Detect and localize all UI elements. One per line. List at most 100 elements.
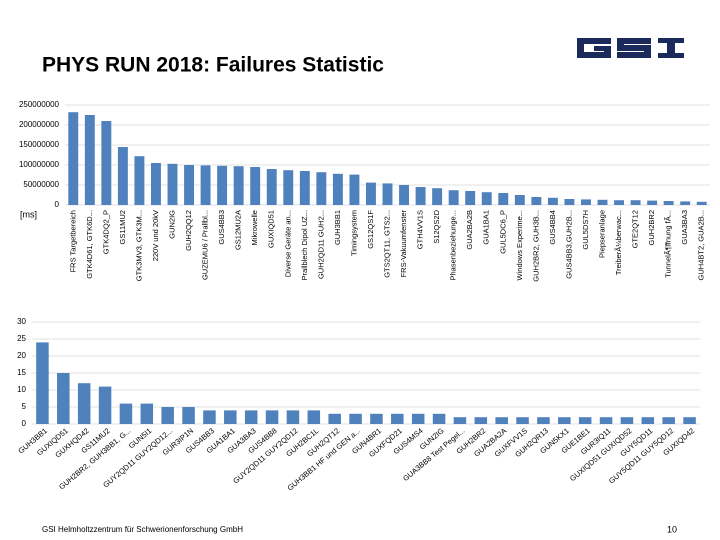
bar bbox=[614, 200, 624, 205]
bar bbox=[217, 165, 228, 205]
bar bbox=[283, 170, 294, 205]
bar bbox=[151, 163, 161, 205]
x-tick-label: GUA3BA3 bbox=[680, 210, 689, 245]
bar bbox=[134, 156, 145, 205]
x-tick-label: GUH2BR2 bbox=[647, 210, 656, 245]
y-tick-label: 30 bbox=[17, 317, 26, 326]
bar bbox=[516, 417, 529, 424]
bar bbox=[182, 407, 195, 424]
y-tick-label: 200000000 bbox=[19, 120, 60, 129]
x-tick-label: GUS4BB4 bbox=[548, 210, 557, 245]
bar bbox=[391, 413, 404, 424]
y-tick-label: 250000000 bbox=[19, 100, 60, 109]
bar bbox=[558, 417, 571, 424]
x-tick-label: GUH2QQ12 bbox=[184, 210, 193, 251]
bar bbox=[620, 417, 634, 424]
bar bbox=[307, 410, 321, 424]
bar bbox=[366, 182, 376, 205]
x-tick-label: GUH4BT2, GUA2B... bbox=[697, 210, 706, 280]
x-tick-label: GS12QS1F bbox=[366, 210, 375, 249]
x-tick-label: GS12MU2A bbox=[234, 210, 243, 250]
bar bbox=[77, 383, 91, 424]
x-tick-label: S12QS2D bbox=[432, 209, 441, 243]
logo bbox=[577, 38, 684, 58]
x-tick-label: GTK4DQ2_P bbox=[101, 210, 110, 254]
bar bbox=[453, 417, 467, 424]
bar bbox=[184, 165, 194, 205]
x-tick-label: GUZEMU6 / Prallbl... bbox=[201, 210, 210, 280]
x-tick-label: Piepseranlage bbox=[597, 210, 606, 258]
bar bbox=[265, 410, 279, 424]
slide-title: PHYS RUN 2018: Failures Statistic bbox=[42, 54, 384, 77]
bar bbox=[415, 187, 426, 205]
x-tick-label: GUH2QD11 GUH2... bbox=[316, 210, 325, 279]
bar bbox=[547, 197, 558, 205]
bar bbox=[349, 174, 360, 205]
bar bbox=[663, 201, 674, 205]
bar bbox=[599, 417, 613, 424]
x-tick-label: GTE2QT12 bbox=[631, 210, 640, 248]
bar bbox=[119, 403, 133, 424]
bar bbox=[117, 147, 128, 205]
bar bbox=[167, 163, 178, 205]
bar bbox=[332, 173, 343, 205]
bar bbox=[203, 410, 216, 424]
x-tick-label: GUL5DS7H bbox=[581, 210, 590, 250]
x-tick-label: GTS2QT11, GTS2... bbox=[382, 210, 391, 278]
x-tick-label: Windows Experime... bbox=[515, 210, 524, 280]
bar bbox=[328, 413, 341, 424]
x-tick-label: GUXIQD51 bbox=[267, 210, 276, 248]
y-tick-label: 5 bbox=[22, 402, 27, 411]
bar bbox=[349, 413, 362, 424]
x-tick-label: Mikrowelle bbox=[250, 210, 259, 245]
bar bbox=[432, 188, 443, 205]
bar bbox=[680, 201, 691, 205]
bar bbox=[696, 201, 707, 205]
bar bbox=[57, 373, 70, 424]
bar bbox=[286, 410, 300, 424]
bar bbox=[578, 417, 592, 424]
bar bbox=[84, 115, 95, 205]
x-tick-label: GUH2BR2, GUH3B... bbox=[531, 210, 540, 282]
bar bbox=[399, 185, 409, 205]
bar bbox=[647, 200, 658, 205]
bar bbox=[448, 190, 459, 205]
y-tick-label: 25 bbox=[17, 334, 26, 343]
bar bbox=[465, 191, 476, 205]
bar bbox=[140, 403, 154, 424]
x-tick-label: Prallblech Dipol UZ... bbox=[300, 210, 309, 280]
y-tick-label: 20 bbox=[17, 351, 26, 360]
x-tick-label: GTK4D61, GTK6D... bbox=[85, 210, 94, 279]
y-axis-label: [ms] bbox=[20, 209, 37, 219]
x-tick-label: GUS4BB3,GUH2B... bbox=[564, 210, 573, 279]
page-number: 10 bbox=[667, 524, 677, 534]
bar bbox=[537, 417, 550, 424]
bar bbox=[581, 199, 591, 205]
bar bbox=[498, 193, 509, 205]
bar bbox=[316, 172, 327, 205]
bar bbox=[474, 417, 488, 424]
bar bbox=[564, 199, 575, 205]
bar bbox=[597, 199, 608, 205]
bar bbox=[630, 200, 641, 205]
x-tick-label: FRS Targetbereich bbox=[68, 210, 77, 272]
bar bbox=[514, 195, 525, 205]
x-tick-label: GTH4VV1S bbox=[416, 210, 425, 249]
bar bbox=[244, 410, 258, 424]
y-tick-label: 150000000 bbox=[19, 140, 60, 149]
x-tick-label: Timingsystem bbox=[349, 210, 358, 256]
bar bbox=[250, 167, 261, 205]
x-tick-label: GUA1BA1 bbox=[482, 210, 491, 245]
x-tick-label: Diverse Geräte an... bbox=[283, 210, 292, 277]
x-tick-label: GS11MU2 bbox=[118, 210, 127, 244]
bar bbox=[233, 166, 244, 205]
y-tick-label: 100000000 bbox=[19, 160, 60, 169]
bar bbox=[161, 407, 174, 424]
x-tick-label: Phasenbeziehunge... bbox=[449, 210, 458, 280]
bar bbox=[662, 417, 675, 424]
y-tick-label: 10 bbox=[17, 385, 26, 394]
bar bbox=[411, 413, 425, 424]
bar bbox=[531, 197, 542, 205]
bar bbox=[299, 171, 310, 205]
